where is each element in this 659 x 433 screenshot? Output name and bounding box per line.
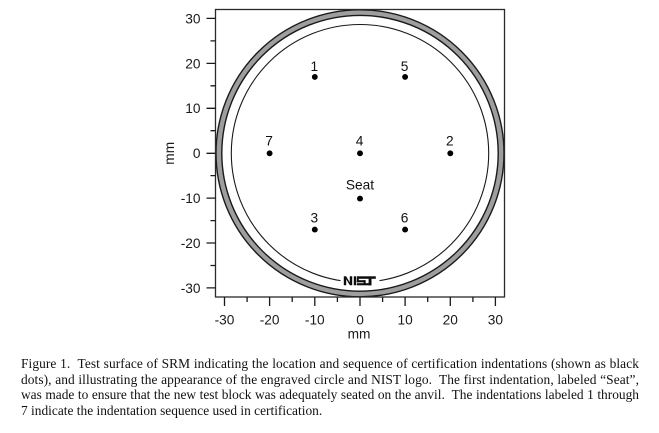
svg-text:-20: -20 bbox=[181, 236, 201, 251]
svg-text:Seat: Seat bbox=[346, 178, 374, 193]
svg-text:-10: -10 bbox=[305, 313, 325, 328]
svg-text:10: 10 bbox=[397, 313, 413, 328]
svg-text:-10: -10 bbox=[181, 191, 201, 206]
svg-text:mm: mm bbox=[162, 142, 177, 165]
svg-text:5: 5 bbox=[401, 59, 409, 74]
svg-text:30: 30 bbox=[488, 313, 504, 328]
svg-text:-30: -30 bbox=[215, 313, 235, 328]
svg-text:10: 10 bbox=[185, 101, 201, 116]
svg-text:-30: -30 bbox=[181, 281, 201, 296]
svg-text:0: 0 bbox=[193, 146, 201, 161]
svg-text:6: 6 bbox=[401, 211, 409, 226]
svg-text:2: 2 bbox=[446, 134, 454, 149]
svg-text:20: 20 bbox=[185, 56, 201, 71]
svg-text:mm: mm bbox=[348, 327, 371, 342]
svg-text:-20: -20 bbox=[260, 313, 280, 328]
svg-text:1: 1 bbox=[310, 59, 318, 74]
svg-text:3: 3 bbox=[310, 211, 318, 226]
svg-text:30: 30 bbox=[185, 11, 201, 26]
svg-text:20: 20 bbox=[443, 313, 459, 328]
svg-text:7: 7 bbox=[265, 134, 273, 149]
svg-text:0: 0 bbox=[356, 313, 364, 328]
svg-text:4: 4 bbox=[356, 134, 364, 149]
